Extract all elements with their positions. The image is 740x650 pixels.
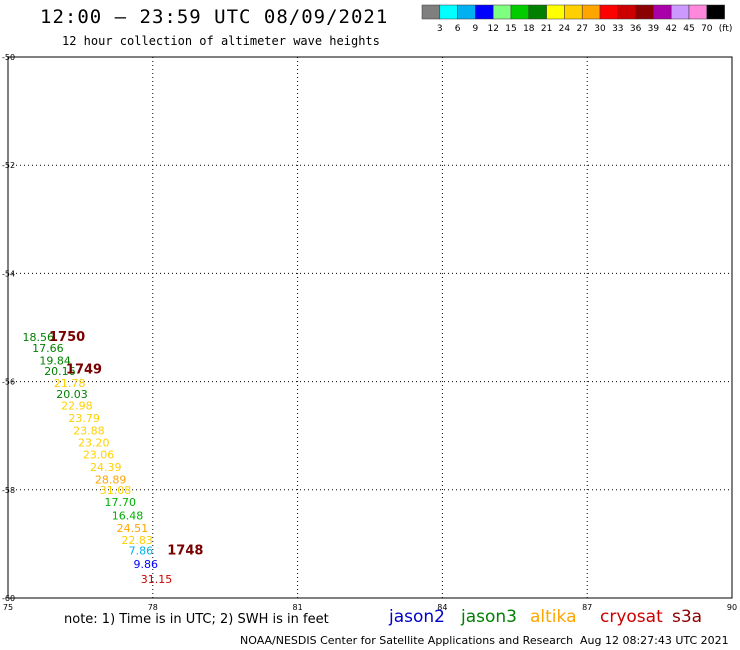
legend-swatch [706,4,725,20]
wave-height-label: 16.48 [112,510,144,523]
longitude-label: 81 [293,603,303,612]
legend-tick-label: 33 [612,24,623,34]
latitude-label: -58 [2,486,15,495]
map-axes: 75 78 81 84 87 90 -50 -52 -54 -56 -58 -60 [2,53,737,612]
legend-tick-label: 70 [701,24,713,34]
map-title: 12:00 – 23:59 UTC 08/09/2021 [40,6,389,28]
satellite-cryosat-label: cryosat [600,607,663,627]
color-legend: 3 6 9 12 15 18 21 24 27 30 33 36 39 42 45 70 (ft) [421,4,733,34]
satellite-jason3-label: jason3 [461,607,517,627]
wave-height-label: 22.83 [121,534,153,547]
wave-height-label: 9.86 [133,558,158,571]
latitude-label: -52 [2,161,15,170]
wave-height-label: 22.98 [61,400,93,413]
wave-height-label: 18.56 [22,331,54,344]
wave-height-label: 23.20 [78,437,110,450]
legend-tick-label: 27 [576,24,587,34]
satellite-s3a-label: s3a [672,607,703,627]
longitude-label: 90 [727,603,737,612]
latitude-label: -50 [2,53,15,62]
legend-tick-label: 39 [648,24,660,34]
wave-height-label: 24.39 [90,461,122,474]
legend-tick-label: 18 [523,24,535,34]
legend-tick-label: 42 [665,24,676,34]
legend-tick-label: 3 [437,24,443,34]
wave-height-label: 31.08 [100,484,132,497]
wave-height-label: 24.51 [117,522,149,535]
wave-height-label: 20.16 [44,365,75,378]
wave-height-label: 19.84 [39,354,71,367]
longitude-label: 78 [148,603,158,612]
legend-tick-label: 36 [630,24,642,34]
latitude-label: -60 [2,594,15,603]
pass-time-label: 1748 [167,544,203,559]
wave-height-label: 21.78 [54,377,86,390]
legend-tick-label: 45 [683,24,694,34]
legend-tick-label: 21 [541,24,552,34]
legend-tick-label: 6 [455,24,461,34]
map-subtitle: 12 hour collection of altimeter wave hei… [62,34,380,48]
wave-height-label: 23.06 [83,448,115,461]
generation-timestamp: Aug 12 08:27:43 UTC 2021 [580,634,729,647]
legend-tick-label: 15 [505,24,516,34]
wave-height-label: 7.86 [129,545,154,558]
legend-tick-label: 12 [487,24,498,34]
longitude-label: 87 [582,603,592,612]
satellite-jason2-label: jason2 [389,607,445,627]
wave-height-label: 17.70 [105,496,136,509]
longitude-label: 84 [437,603,447,612]
wave-height-label: 17.66 [32,342,64,355]
legend-unit-label: (ft) [719,24,733,34]
latitude-label: -54 [2,269,15,278]
legend-tick-label: 24 [559,24,571,34]
map-grid [7,56,733,599]
satellite-altika-label: altika [530,607,577,627]
pass-time-label: 1749 [66,362,102,377]
legend-tick-label: 30 [594,24,606,34]
legend-tick-label: 9 [473,24,479,34]
footer-note: note: 1) Time is in UTC; 2) SWH is in fe… [64,612,329,627]
longitude-label: 75 [3,603,13,612]
wave-height-label: 23.88 [73,425,105,438]
wave-height-label: 20.03 [56,388,87,401]
credit-text: NOAA/NESDIS Center for Satellite Applica… [240,634,574,647]
pass-time-label: 1750 [49,330,85,345]
wave-height-label: 28.89 [95,473,127,486]
wave-height-label: 23.79 [68,412,100,425]
observation-labels: 18.5617.6619.8420.1621.7820.0322.9823.79… [22,330,203,586]
latitude-label: -56 [2,378,15,387]
map-frame [7,56,733,599]
wave-height-label: 31.15 [141,573,173,586]
